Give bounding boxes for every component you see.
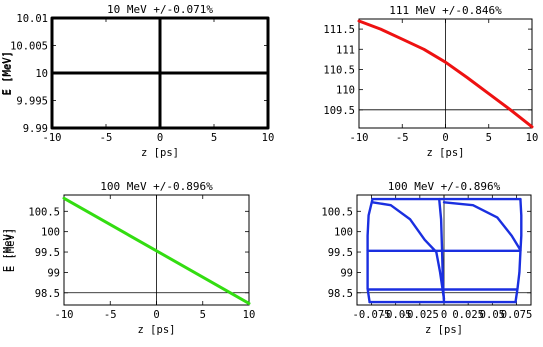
y-axis-label: E [MeV] [5,228,17,272]
series-line [371,201,446,301]
y-tick-label: 10 [35,68,48,80]
x-axis-label: z [ps] [425,324,463,336]
y-tick-label: 100 [41,227,60,239]
chart-title: 10 MeV +/-0.071% [107,3,213,16]
y-tick-label: 109.5 [323,105,355,117]
x-tick-label: 0 [441,309,447,321]
series-line [50,16,270,130]
x-tick-label: 0.025 [452,309,484,321]
x-tick-label: 5 [486,132,492,144]
panel-top-right: 111 MeV +/-0.846% -10 -5 0 5 10 109.5 110 110.5 1… [2,4,538,159]
x-tick-label: -5 [396,132,409,144]
y-tick-label: 10.005 [10,41,48,53]
x-tick-label: -10 [43,132,62,144]
x-tick-label: 0.075 [501,309,533,321]
y-tick-label: 10.01 [16,13,48,25]
y-tick-label: 9.99 [23,123,48,135]
y-tick-label: 100.5 [28,206,60,218]
y-tick-label: 98.5 [328,288,353,300]
chart-title: 100 MeV +/-0.896% [100,180,213,193]
x-tick-label: -0.075 [353,309,391,321]
x-tick-label: 0 [157,132,163,144]
x-axis-label: z [ps] [138,324,176,336]
y-tick-label: 99 [47,267,60,279]
x-tick-label: 10 [262,132,275,144]
y-tick-label: 99.5 [328,247,353,259]
x-tick-label: 10 [526,132,539,144]
x-axis-label: z [ps] [141,147,179,159]
x-tick-label: 0.05 [480,309,505,321]
x-tick-label: -10 [350,132,369,144]
y-tick-label: 100 [334,227,353,239]
chart-title: 100 MeV +/-0.896% [388,180,501,193]
y-axis-label: E [MeV] [2,51,14,95]
y-tick-label: 110.5 [323,64,355,76]
y-tick-label: 110 [336,85,355,97]
y-axis-label: E [MeV] [1,51,13,95]
y-tick-label: 9.995 [16,96,48,108]
panel-bottom-left: 100 MeV +/-0.896% -10 -5 0 5 10 98.5 99 99.5 100 1… [5,180,255,336]
y-tick-label: 99 [340,267,353,279]
x-tick-label: 5 [211,132,217,144]
series-line [357,19,534,129]
x-tick-label: 10 [243,309,256,321]
panel-bottom-right: 100 MeV +/-0.896%-0.075-0.05-0.025 0 0.025… [2,180,532,336]
x-axis-label: z [ps] [427,147,465,159]
series-line [62,196,251,305]
panel-top-left: 10 MeV +/-0.071% -10 -5 0 5 10 9.99 9.995 10 10.0… [1,3,274,159]
y-tick-label: 111 [336,44,355,56]
chart-title: 111 MeV +/-0.846% [389,4,502,17]
y-tick-label: 98.5 [35,288,60,300]
x-tick-label: -0.025 [401,309,439,321]
y-tick-label: 99.5 [35,247,60,259]
x-tick-label: -0.05 [380,309,412,321]
y-axis-label: E [MeV] [2,228,14,272]
x-tick-label: -5 [100,132,113,144]
y-tick-label: 100.5 [321,206,353,218]
x-tick-label: 0 [153,309,159,321]
series-line [442,201,522,252]
x-tick-label: -10 [55,309,74,321]
x-tick-label: 5 [200,309,206,321]
x-tick-label: 0 [442,132,448,144]
x-tick-label: -5 [104,309,117,321]
y-tick-label: 111.5 [323,24,355,36]
